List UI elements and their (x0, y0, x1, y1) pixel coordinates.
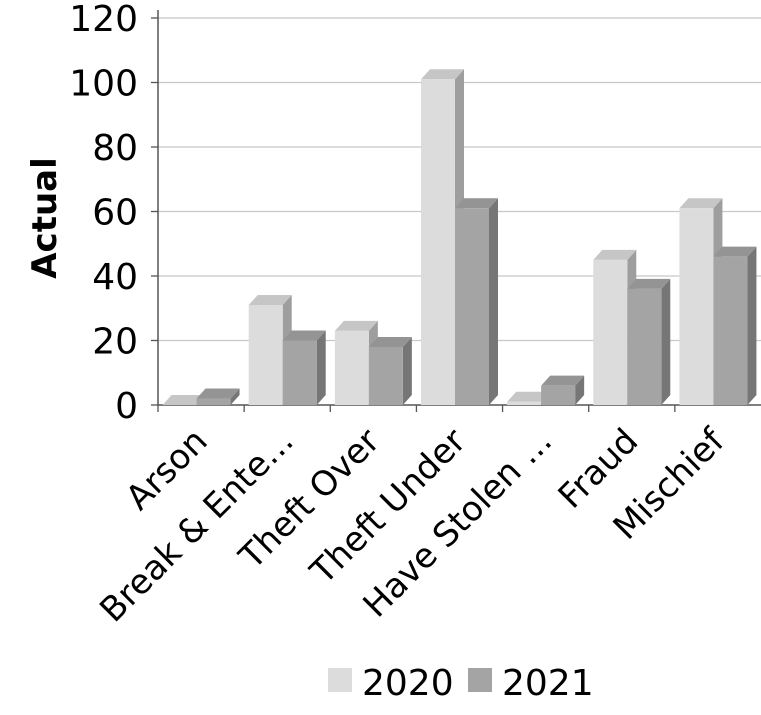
bar-front (713, 256, 748, 405)
bar-top (713, 246, 757, 257)
bar-side (402, 336, 412, 405)
bar-top (679, 198, 723, 209)
bar-top (627, 278, 671, 289)
bar-top (248, 295, 292, 306)
y-tick-label: 0 (115, 386, 138, 427)
bar-front (593, 259, 628, 405)
bar-front (455, 208, 489, 405)
legend-label-2021: 2021 (502, 663, 594, 704)
legend: 2020 2021 (328, 663, 594, 704)
bar-2021-1 (282, 330, 326, 405)
bar-front (196, 398, 231, 405)
y-tick-label: 60 (92, 193, 138, 234)
bar-side (661, 278, 671, 405)
bar-top (507, 391, 551, 402)
bar-top (455, 198, 498, 209)
bar-front (282, 340, 317, 405)
bar-side (316, 330, 326, 405)
bar-2021-6 (713, 246, 757, 405)
bar-2021-4 (541, 375, 585, 405)
bar-top (421, 69, 464, 80)
legend-swatch-2020 (328, 668, 352, 692)
bar-front (541, 385, 576, 405)
y-tick-labels: 0 20 40 60 80 100 120 (69, 0, 138, 427)
bar-front (507, 401, 542, 405)
bar-side (575, 375, 585, 405)
bar-2021-3 (455, 198, 498, 405)
bar-top (162, 395, 206, 405)
bars (162, 69, 757, 406)
bar-2020-2 (334, 320, 378, 405)
bar-side (230, 388, 240, 405)
bar-top (282, 330, 326, 341)
bar-front (334, 330, 369, 405)
bar-2020-3 (421, 69, 464, 406)
y-tick-label: 100 (69, 64, 138, 105)
bar-top (541, 375, 585, 386)
y-tick-label: 120 (69, 0, 138, 40)
bar-top (196, 388, 240, 399)
bar-2020-0 (162, 395, 206, 405)
bar-front (248, 305, 283, 405)
bar-side (489, 198, 498, 405)
y-tick-label: 40 (92, 257, 138, 298)
bar-front (421, 79, 455, 406)
bar-top (334, 320, 378, 331)
bar-2021-0 (196, 388, 240, 405)
bar-2021-5 (627, 278, 671, 405)
legend-swatch-2021 (468, 668, 492, 692)
bar-top (593, 249, 637, 260)
bar-front (368, 346, 403, 405)
bar-top (368, 336, 412, 347)
bar-side (747, 246, 757, 405)
y-tick-label: 80 (92, 128, 138, 169)
y-tick-label: 20 (92, 322, 138, 363)
legend-label-2020: 2020 (362, 663, 454, 704)
y-axis-title: Actual (25, 157, 65, 279)
bar-2021-2 (368, 336, 412, 405)
bar-front (627, 288, 662, 405)
bar-front (679, 208, 714, 405)
